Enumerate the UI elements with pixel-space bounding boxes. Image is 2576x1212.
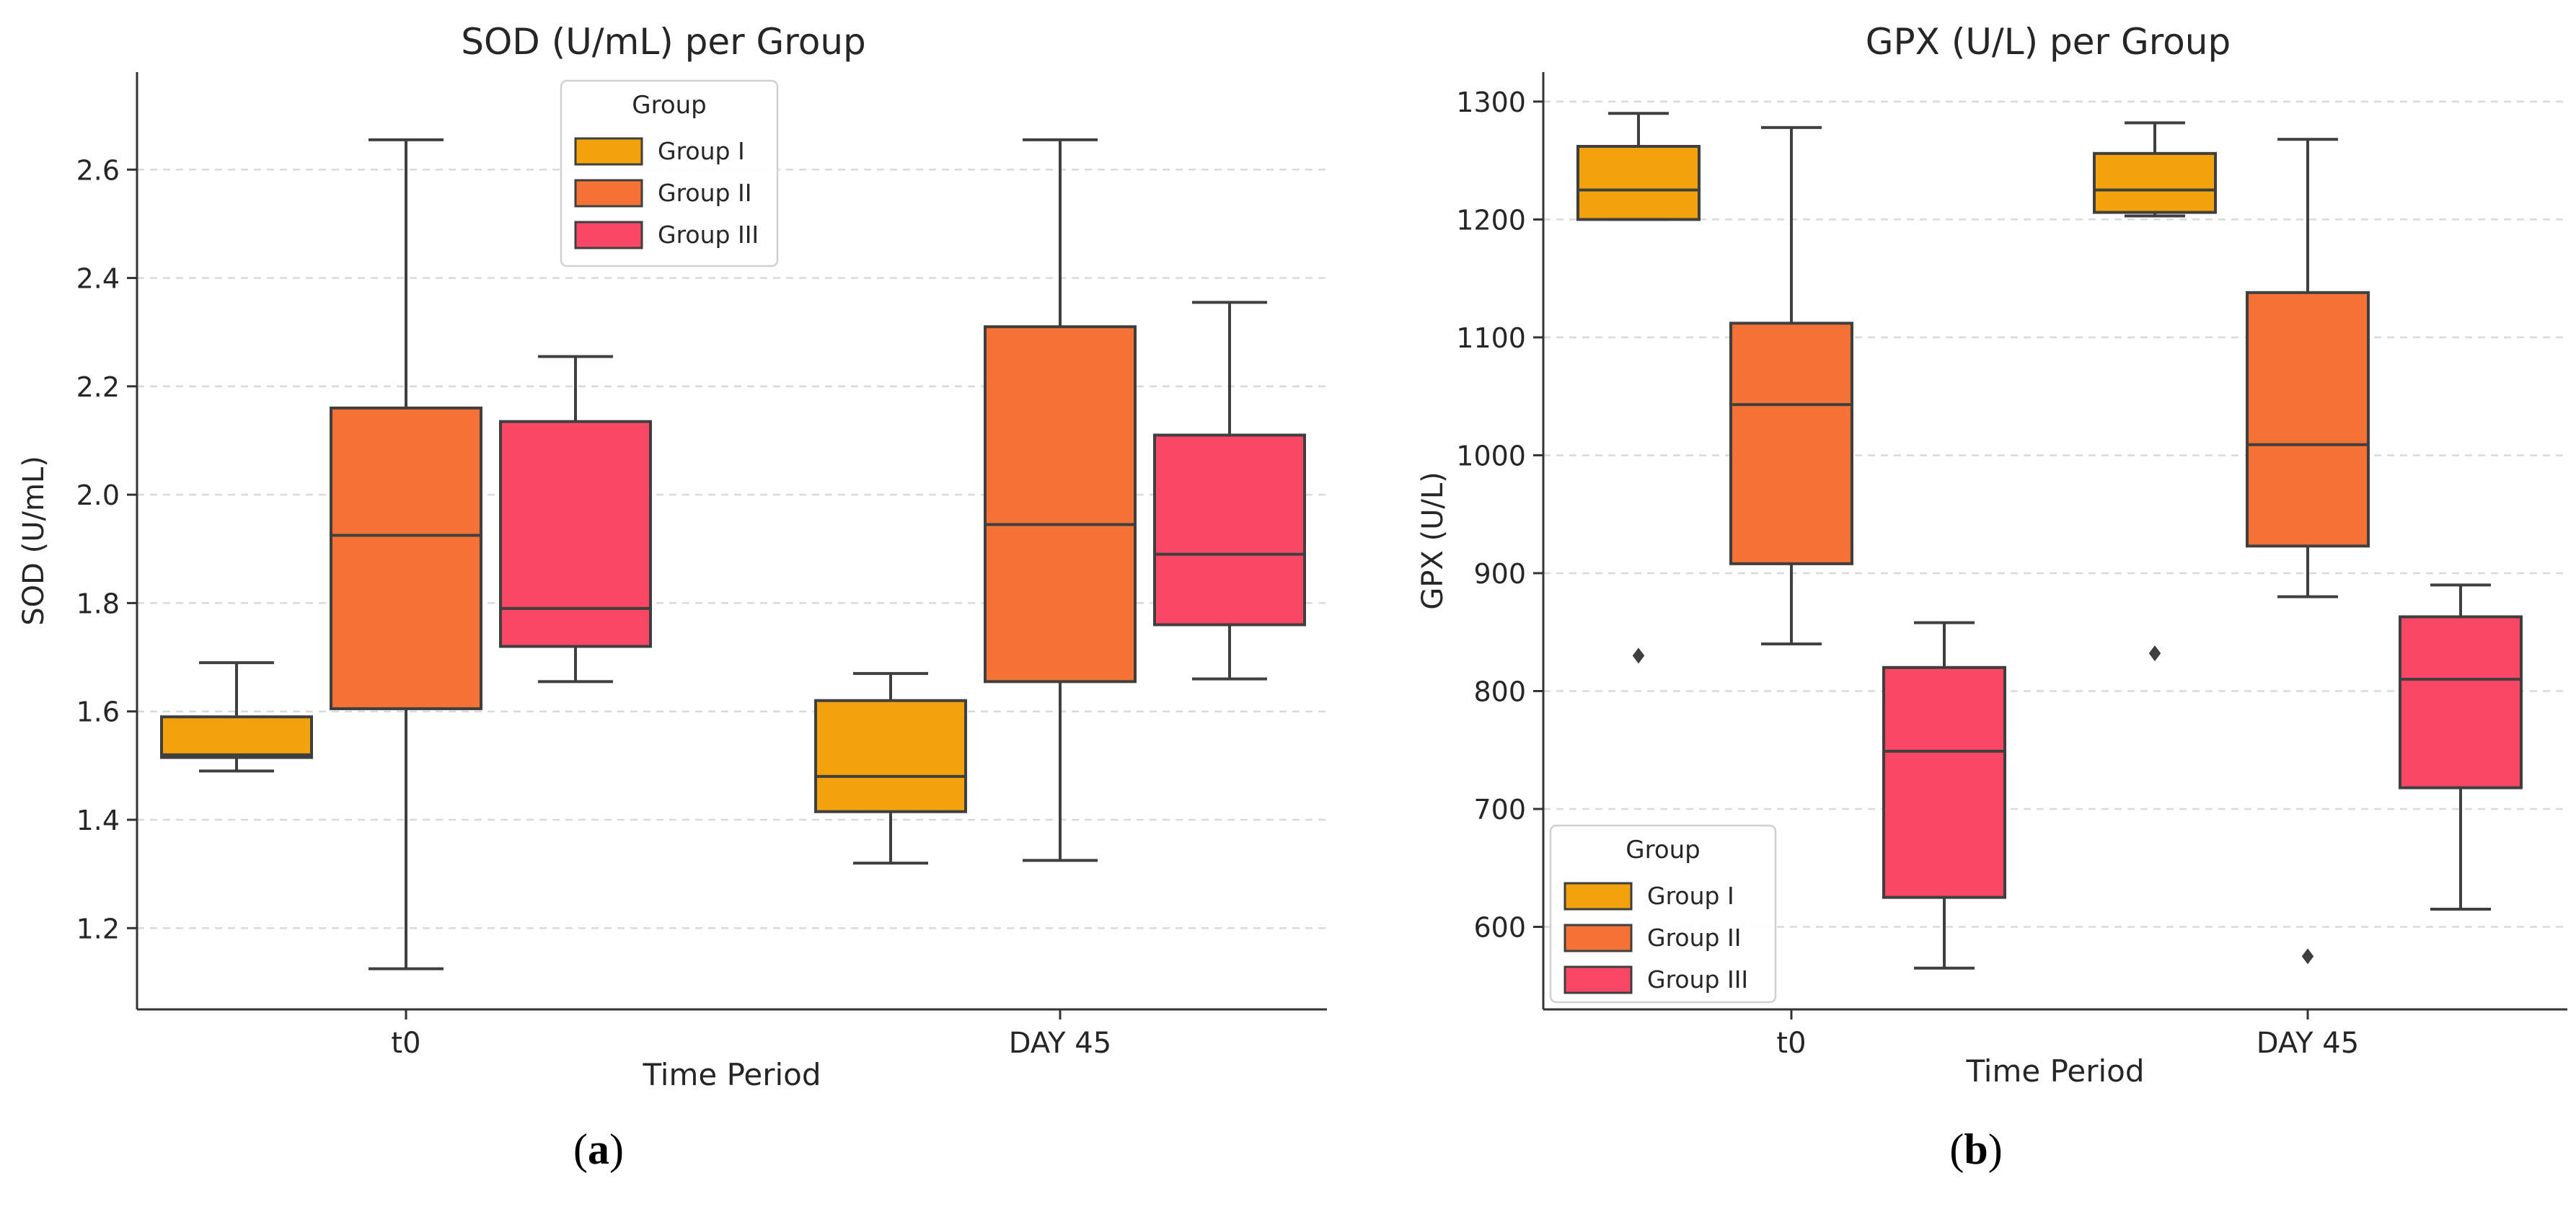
x-axis-label: Time Period — [1965, 1053, 2144, 1089]
panel-label-b: (b) — [1949, 1125, 2003, 1173]
box-iqr — [1882, 665, 2006, 899]
x-axis-label: Time Period — [642, 1057, 821, 1092]
outlier-point — [2301, 948, 2314, 965]
box-iqr — [2093, 151, 2217, 214]
box-group-i-t0 — [1576, 112, 1701, 664]
panel-label-a: (a) — [573, 1125, 624, 1173]
legend-entry-label: Group III — [658, 221, 759, 249]
x-tick-label: DAY 45 — [1009, 1027, 1111, 1060]
legend-entry-label: Group I — [1647, 882, 1734, 910]
y-tick-label: 1300 — [1456, 87, 1526, 118]
box-iqr — [1729, 322, 1853, 565]
y-tick-label: 2.4 — [76, 263, 120, 295]
y-tick-label: 900 — [1473, 558, 1526, 590]
x-tick-label: DAY 45 — [2257, 1027, 2359, 1060]
box-group-iii-day-45 — [2399, 583, 2523, 911]
legend: Group Group I Group II Group III — [560, 79, 779, 267]
box-iqr — [1153, 433, 1306, 627]
legend-swatch — [574, 137, 643, 166]
y-tick-label: 1.8 — [76, 588, 120, 619]
box-group-ii-day-45 — [2246, 138, 2370, 965]
y-tick-label: 2.6 — [76, 154, 120, 186]
box-group-ii-day-45 — [984, 138, 1137, 862]
box-group-ii-t0 — [1729, 125, 1853, 646]
y-tick-label: 700 — [1473, 794, 1526, 826]
legend-title: Group — [632, 91, 707, 120]
box-group-i-t0 — [160, 661, 313, 773]
outlier-point — [1632, 647, 1645, 664]
x-tick-label: t0 — [1776, 1027, 1806, 1060]
y-tick-label: 1100 — [1456, 322, 1526, 354]
gpx-chart: 600 700 800 900 1000 1100 1200 1300 t0 DAY 45 GPX … — [1416, 21, 2567, 1089]
y-tick-label: 1200 — [1456, 204, 1526, 236]
box-group-iii-t0 — [1882, 621, 2006, 970]
y-tick-label: 1000 — [1456, 440, 1526, 472]
box-iqr — [814, 699, 967, 813]
legend-frame — [560, 79, 779, 267]
box-group-iii-day-45 — [1153, 301, 1306, 681]
box-iqr — [160, 715, 313, 759]
box-iqr — [499, 420, 652, 648]
y-tick-label: 800 — [1473, 676, 1526, 707]
y-axis-label: SOD (U/mL) — [17, 456, 50, 626]
legend-entry-label: Group II — [1647, 924, 1741, 952]
legend-swatch — [1563, 924, 1633, 952]
y-tick-label: 1.6 — [76, 696, 120, 728]
box-iqr — [2399, 615, 2523, 789]
x-tick-label: t0 — [391, 1027, 420, 1060]
legend-frame — [1549, 824, 1777, 1004]
legend-entry-label: Group III — [1647, 965, 1748, 994]
box-group-iii-t0 — [499, 355, 652, 684]
legend: Group Group I Group II Group III — [1549, 824, 1777, 1004]
y-tick-label: 1.4 — [76, 805, 120, 836]
y-tick-label: 2.0 — [76, 479, 120, 511]
box-iqr — [2246, 291, 2370, 548]
box-group-i-day-45 — [814, 672, 967, 865]
sod-chart: 1.2 1.4 1.6 1.8 2.0 2.2 2.4 2.6 t0 DAY 45 SOD (U/m… — [17, 21, 1327, 1092]
box-group-i-day-45 — [2093, 121, 2217, 662]
box-iqr — [330, 406, 482, 710]
chart-title: SOD (U/mL) per Group — [461, 21, 866, 63]
outlier-point — [2148, 645, 2161, 662]
legend-entry-label: Group I — [658, 137, 745, 165]
y-tick-label: 2.2 — [76, 371, 120, 403]
legend-swatch — [1563, 882, 1633, 911]
chart-title: GPX (U/L) per Group — [1866, 21, 2231, 63]
legend-swatch — [1563, 965, 1633, 994]
y-tick-label: 1.2 — [76, 913, 120, 945]
legend-entry-label: Group II — [658, 179, 751, 207]
legend-swatch — [574, 221, 643, 249]
box-iqr — [984, 325, 1137, 684]
y-axis-label: GPX (U/L) — [1416, 472, 1450, 609]
legend-title: Group — [1626, 836, 1701, 864]
y-tick-label: 600 — [1473, 912, 1526, 944]
box-iqr — [1576, 145, 1701, 221]
legend-swatch — [574, 179, 643, 208]
box-group-ii-t0 — [330, 138, 482, 970]
